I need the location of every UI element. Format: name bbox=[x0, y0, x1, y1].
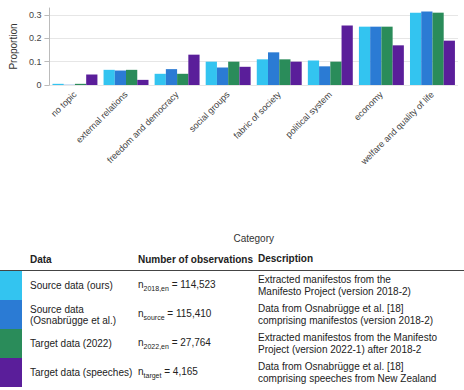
html-text:Data from Osnabrügge et al. [1: Data from Osnabrügge et al. [18] bbox=[258, 360, 404, 372]
html-text:comprising manifestos (version: comprising manifestos (version 2018-2) bbox=[258, 314, 434, 326]
svg-text:political system: political system bbox=[284, 89, 334, 139]
svg-text:welfare and quality of life: welfare and quality of life bbox=[358, 89, 436, 167]
svg-text:0.3: 0.3 bbox=[29, 10, 42, 20]
svg-text:0: 0 bbox=[36, 80, 41, 90]
svg-text:Proportion: Proportion bbox=[8, 23, 19, 69]
html-text:Manifesto Project (version 201: Manifesto Project (version 2018-2) bbox=[258, 285, 411, 297]
svg-text:freedom and democracy: freedom and democracy bbox=[105, 89, 181, 165]
html-text:ntarget= 4,165: ntarget= 4,165 bbox=[138, 366, 198, 379]
svg-text:economy: economy bbox=[352, 89, 385, 122]
html-text:Source data (Osnabrügge et al.: Source data (Osnabrügge et al.) bbox=[30, 303, 117, 326]
html-text:Project (version 2022-1) after: Project (version 2022-1) after 2018-2 bbox=[258, 343, 422, 355]
html-text:n2022,en= 27,764: n2022,en= 27,764 bbox=[138, 337, 211, 350]
html-text:Description: Description bbox=[258, 253, 313, 264]
svg-text:social groups: social groups bbox=[187, 89, 232, 134]
svg-text:external relations: external relations bbox=[74, 89, 130, 145]
html-text:Source data (ours): Source data (ours) bbox=[30, 280, 113, 291]
html-text:Extracted manifestos from the: Extracted manifestos from the bbox=[258, 273, 391, 285]
html-text:Target data (2022): Target data (2022) bbox=[30, 338, 112, 349]
html-text:n2018,en= 114,523: n2018,en= 114,523 bbox=[138, 279, 216, 292]
html-text:Number of observations: Number of observations bbox=[138, 253, 253, 265]
html-text:comprising speeches from New Z: comprising speeches from New Zealand bbox=[258, 372, 437, 384]
html-text:Data: Data bbox=[30, 253, 52, 265]
svg-text:0.1: 0.1 bbox=[29, 57, 42, 67]
html-text:Extracted manifestos from the: Extracted manifestos from the Manifesto bbox=[258, 331, 437, 343]
html-text:nsource= 115,410: nsource= 115,410 bbox=[138, 308, 212, 321]
html-text:Data from Osnabrügge et al. [1: Data from Osnabrügge et al. [18] bbox=[258, 302, 404, 314]
svg-text:0.2: 0.2 bbox=[29, 33, 42, 43]
svg-text:fabric of society: fabric of society bbox=[232, 89, 284, 141]
html-text:Target data (speeches): Target data (speeches) bbox=[30, 367, 133, 378]
svg-text:no topic: no topic bbox=[49, 89, 79, 119]
svg-text:Category: Category bbox=[233, 233, 274, 244]
